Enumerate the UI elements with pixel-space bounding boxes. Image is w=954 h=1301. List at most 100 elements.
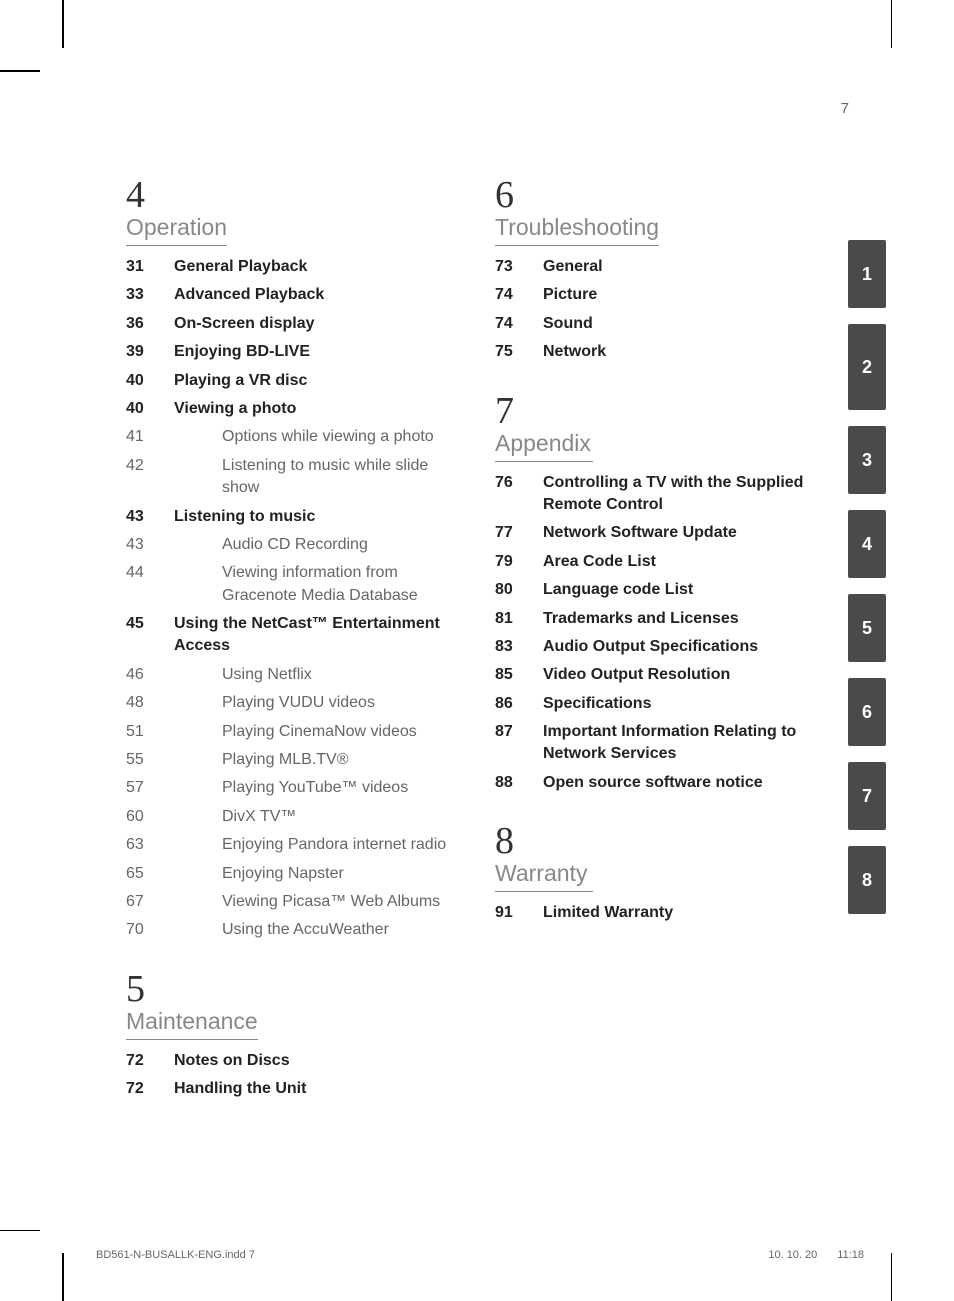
toc-row: 70Using the AccuWeather xyxy=(126,919,465,941)
toc-text: Using the AccuWeather xyxy=(174,919,465,941)
toc-page: 70 xyxy=(126,919,174,941)
tab-7[interactable]: 7 xyxy=(848,762,886,830)
toc-row: 43Listening to music xyxy=(126,506,465,528)
tab-5[interactable]: 5 xyxy=(848,594,886,662)
tab-4[interactable]: 4 xyxy=(848,510,886,578)
toc-text: Playing YouTube™ videos xyxy=(174,777,465,799)
toc-row: 80Language code List xyxy=(495,579,834,601)
toc-text: DivX TV™ xyxy=(174,806,465,828)
toc-text: Playing CinemaNow videos xyxy=(174,721,465,743)
toc-text: Language code List xyxy=(543,579,834,601)
toc-row: 73General xyxy=(495,256,834,278)
toc-page: 88 xyxy=(495,772,543,794)
section-number: 8 xyxy=(495,822,834,860)
section-title: Appendix xyxy=(495,430,593,462)
toc-page: 91 xyxy=(495,902,543,924)
section-title: Operation xyxy=(126,214,227,246)
toc-row: 88Open source software notice xyxy=(495,772,834,794)
toc-text: Enjoying Napster xyxy=(174,863,465,885)
section-number: 4 xyxy=(126,176,465,214)
footer-time: 11:18 xyxy=(837,1249,864,1261)
toc-row: 57Playing YouTube™ videos xyxy=(126,777,465,799)
toc-page: 31 xyxy=(126,256,174,278)
toc-row: 83Audio Output Specifications xyxy=(495,636,834,658)
toc-page: 76 xyxy=(495,472,543,494)
section-8: 8 Warranty 91Limited Warranty xyxy=(495,822,834,924)
toc-row: 75Network xyxy=(495,341,834,363)
toc-text: Using the NetCast™ Entertainment Access xyxy=(174,613,465,658)
tab-8[interactable]: 8 xyxy=(848,846,886,914)
toc-row: 39Enjoying BD-LIVE xyxy=(126,341,465,363)
toc-page: 72 xyxy=(126,1050,174,1072)
tab-2[interactable]: 2 xyxy=(848,324,886,410)
toc-row: 85Video Output Resolution xyxy=(495,664,834,686)
toc-text: Notes on Discs xyxy=(174,1050,465,1072)
section-6: 6 Troubleshooting 73General74Picture74So… xyxy=(495,176,834,364)
crop-mark xyxy=(891,1253,893,1301)
toc-entries: 76Controlling a TV with the Supplied Rem… xyxy=(495,472,834,795)
toc-text: Listening to music xyxy=(174,506,465,528)
toc-page: 36 xyxy=(126,313,174,335)
toc-row: 72Notes on Discs xyxy=(126,1050,465,1072)
toc-page: 85 xyxy=(495,664,543,686)
toc-text: Network xyxy=(543,341,834,363)
toc-row: 60DivX TV™ xyxy=(126,806,465,828)
toc-page: 44 xyxy=(126,562,174,584)
section-number: 5 xyxy=(126,970,465,1008)
toc-text: Open source software notice xyxy=(543,772,834,794)
toc-text: Viewing Picasa™ Web Albums xyxy=(174,891,465,913)
toc-page: 79 xyxy=(495,551,543,573)
toc-page: 72 xyxy=(126,1078,174,1100)
toc-row: 74Sound xyxy=(495,313,834,335)
toc-page: 57 xyxy=(126,777,174,799)
toc-page: 43 xyxy=(126,534,174,556)
toc-page: 39 xyxy=(126,341,174,363)
toc-row: 65Enjoying Napster xyxy=(126,863,465,885)
toc-page: 74 xyxy=(495,313,543,335)
toc-text: Video Output Resolution xyxy=(543,664,834,686)
toc-text: Viewing information from Gracenote Media… xyxy=(174,562,465,607)
toc-row: 33Advanced Playback xyxy=(126,284,465,306)
tab-6[interactable]: 6 xyxy=(848,678,886,746)
toc-content: 4 Operation 31General Playback 33Advanced… xyxy=(126,170,834,1129)
toc-text: Playing VUDU videos xyxy=(174,692,465,714)
toc-row: 45Using the NetCast™ Entertainment Acces… xyxy=(126,613,465,658)
toc-text: General xyxy=(543,256,834,278)
toc-text: Playing MLB.TV® xyxy=(174,749,465,771)
chapter-tabs: 1 2 3 4 5 6 7 8 xyxy=(848,240,886,914)
toc-page: 51 xyxy=(126,721,174,743)
crop-mark xyxy=(0,1230,40,1232)
section-number: 6 xyxy=(495,176,834,214)
toc-row: 87Important Information Relating to Netw… xyxy=(495,721,834,766)
toc-page: 80 xyxy=(495,579,543,601)
section-title: Troubleshooting xyxy=(495,214,659,246)
toc-text: Handling the Unit xyxy=(174,1078,465,1100)
toc-page: 60 xyxy=(126,806,174,828)
toc-page: 74 xyxy=(495,284,543,306)
toc-row: 77Network Software Update xyxy=(495,522,834,544)
toc-page: 77 xyxy=(495,522,543,544)
toc-text: Area Code List xyxy=(543,551,834,573)
toc-page: 40 xyxy=(126,370,174,392)
crop-mark xyxy=(0,70,40,72)
toc-page: 55 xyxy=(126,749,174,771)
toc-text: Using Netflix xyxy=(174,664,465,686)
toc-page: 83 xyxy=(495,636,543,658)
toc-text: Audio Output Specifications xyxy=(543,636,834,658)
section-title: Warranty xyxy=(495,860,593,892)
toc-page: 46 xyxy=(126,664,174,686)
tab-3[interactable]: 3 xyxy=(848,426,886,494)
crop-mark xyxy=(62,0,64,48)
tab-1[interactable]: 1 xyxy=(848,240,886,308)
toc-text: Limited Warranty xyxy=(543,902,834,924)
toc-row: 63Enjoying Pandora internet radio xyxy=(126,834,465,856)
toc-page: 65 xyxy=(126,863,174,885)
toc-row: 55Playing MLB.TV® xyxy=(126,749,465,771)
toc-text: Specifications xyxy=(543,693,834,715)
toc-row: 31General Playback xyxy=(126,256,465,278)
section-4: 4 Operation 31General Playback 33Advanced… xyxy=(126,176,465,942)
section-number: 7 xyxy=(495,392,834,430)
toc-text: Advanced Playback xyxy=(174,284,465,306)
toc-page: 45 xyxy=(126,613,174,635)
toc-text: Sound xyxy=(543,313,834,335)
